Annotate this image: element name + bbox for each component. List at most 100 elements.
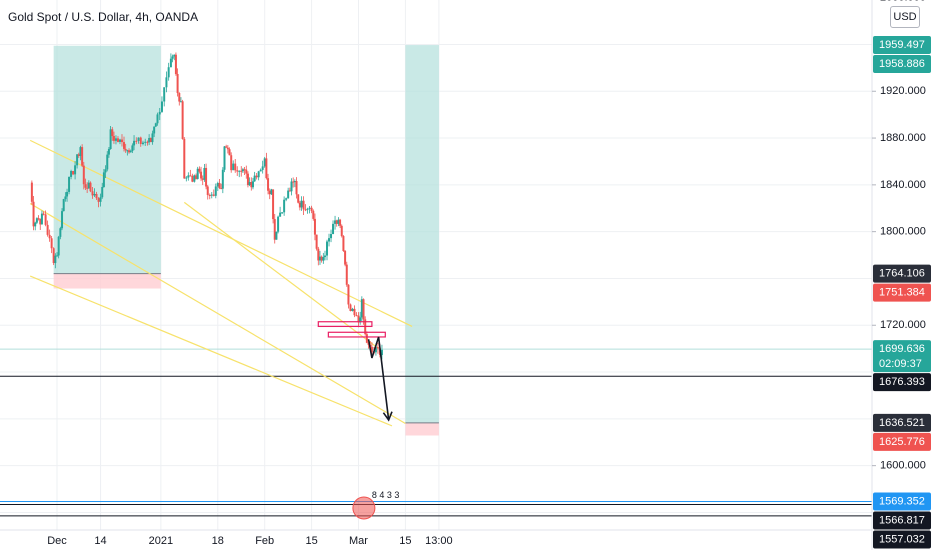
candle-body: [281, 212, 284, 214]
candle-body: [81, 147, 84, 166]
price-tag: [873, 432, 931, 451]
candle-body: [160, 101, 163, 112]
candle-body: [151, 133, 154, 143]
candle-body: [32, 201, 35, 227]
candle-body: [195, 175, 198, 179]
candle-body: [91, 191, 94, 196]
candle-body: [212, 194, 215, 196]
price-tag-label: 1569.352: [879, 495, 925, 507]
candle-body: [317, 248, 320, 261]
price-tick-label: 1800.000: [880, 226, 926, 238]
price-tag-label: 1636.521: [879, 417, 925, 429]
candle-body: [287, 190, 290, 199]
candle-body: [253, 175, 256, 182]
candle-body: [97, 198, 100, 202]
trend-line[interactable]: [183, 201, 379, 350]
trend-line[interactable]: [29, 275, 393, 427]
candle-body: [353, 308, 356, 316]
candle-body: [234, 163, 237, 171]
currency-button[interactable]: USD: [890, 6, 920, 28]
event-flag-icon[interactable]: [352, 496, 376, 520]
candle-body: [308, 207, 311, 209]
candle-body: [64, 196, 67, 200]
candle-body: [273, 219, 276, 240]
candle-body: [35, 218, 38, 223]
price-tag-label: 1699.636: [879, 343, 925, 355]
candle-body: [330, 234, 333, 239]
price-tag: [873, 530, 931, 549]
price-tag-label: 1958.886: [879, 58, 925, 70]
candle-body: [34, 222, 37, 227]
candle-body: [116, 138, 119, 142]
candle-body: [216, 183, 219, 187]
drawn-rectangle[interactable]: [327, 331, 386, 338]
time-axis: Dec 14 2021 18 Feb 15 Mar 15 13:00: [47, 535, 452, 547]
candle-body: [171, 56, 174, 59]
price-tag: [873, 36, 931, 55]
price-tick-label: 1920.000: [880, 85, 926, 97]
candle-body: [56, 255, 58, 257]
candle-body: [77, 154, 80, 156]
candle-body: [84, 184, 87, 188]
candle-body: [106, 154, 109, 170]
candle-body: [246, 173, 249, 186]
candle-body: [124, 148, 127, 151]
candle-body: [57, 236, 60, 256]
candle-body: [123, 142, 125, 149]
candle-body: [236, 170, 239, 172]
candle-body: [183, 138, 186, 179]
drawn-rectangle[interactable]: [317, 321, 373, 328]
candle-body: [288, 190, 291, 192]
candle-body: [337, 219, 340, 224]
event-badge-label: 8 4 3 3: [372, 490, 400, 500]
candle-body: [326, 241, 329, 256]
projection-line[interactable]: [367, 336, 390, 421]
candle-body: [285, 198, 288, 200]
candle-body: [261, 166, 264, 170]
candle-body: [292, 181, 295, 183]
candle-body: [118, 139, 121, 142]
candle-body: [279, 212, 282, 217]
price-tag: [873, 373, 931, 392]
candle-body: [218, 183, 221, 188]
candle-body: [174, 54, 177, 74]
event-badge[interactable]: 8 4 3 3: [352, 490, 400, 520]
candle-body: [328, 238, 331, 242]
candle-body: [129, 151, 132, 153]
candle-body: [277, 216, 280, 232]
symbol-title[interactable]: Gold Spot / U.S. Dollar, 4h, OANDA: [8, 10, 199, 24]
candle-body: [290, 181, 293, 192]
candle-body: [342, 236, 345, 251]
candle-body: [206, 186, 209, 195]
price-tag-label: 1566.817: [879, 514, 925, 526]
candle-body: [131, 145, 134, 152]
candle-body: [44, 214, 47, 225]
time-tick-label: 15: [305, 535, 317, 547]
candle-body: [205, 167, 208, 187]
drawn-rectangles: [317, 321, 386, 338]
price-tag: [873, 413, 931, 432]
candle-body: [156, 114, 159, 124]
candle-body: [248, 181, 251, 186]
price-tick-label: 1840.000: [880, 179, 926, 191]
candle-body: [107, 148, 110, 155]
candle-body: [48, 234, 51, 239]
stop-zone: [405, 422, 439, 436]
price-tag: [873, 283, 931, 302]
candle-body: [334, 220, 337, 224]
target-zone: [405, 45, 439, 423]
time-tick-label: Feb: [255, 535, 274, 547]
candle-body: [62, 199, 65, 212]
candle-body: [355, 315, 358, 317]
candle-body: [101, 187, 104, 198]
candle-body: [144, 141, 147, 143]
candle-body: [163, 87, 166, 102]
candle-body: [52, 248, 55, 264]
candle-body: [259, 169, 262, 172]
candle-body: [297, 194, 300, 203]
candle-body: [302, 200, 305, 210]
candle-body: [232, 163, 235, 171]
trend-line[interactable]: [29, 203, 406, 425]
candle-body: [295, 181, 298, 195]
